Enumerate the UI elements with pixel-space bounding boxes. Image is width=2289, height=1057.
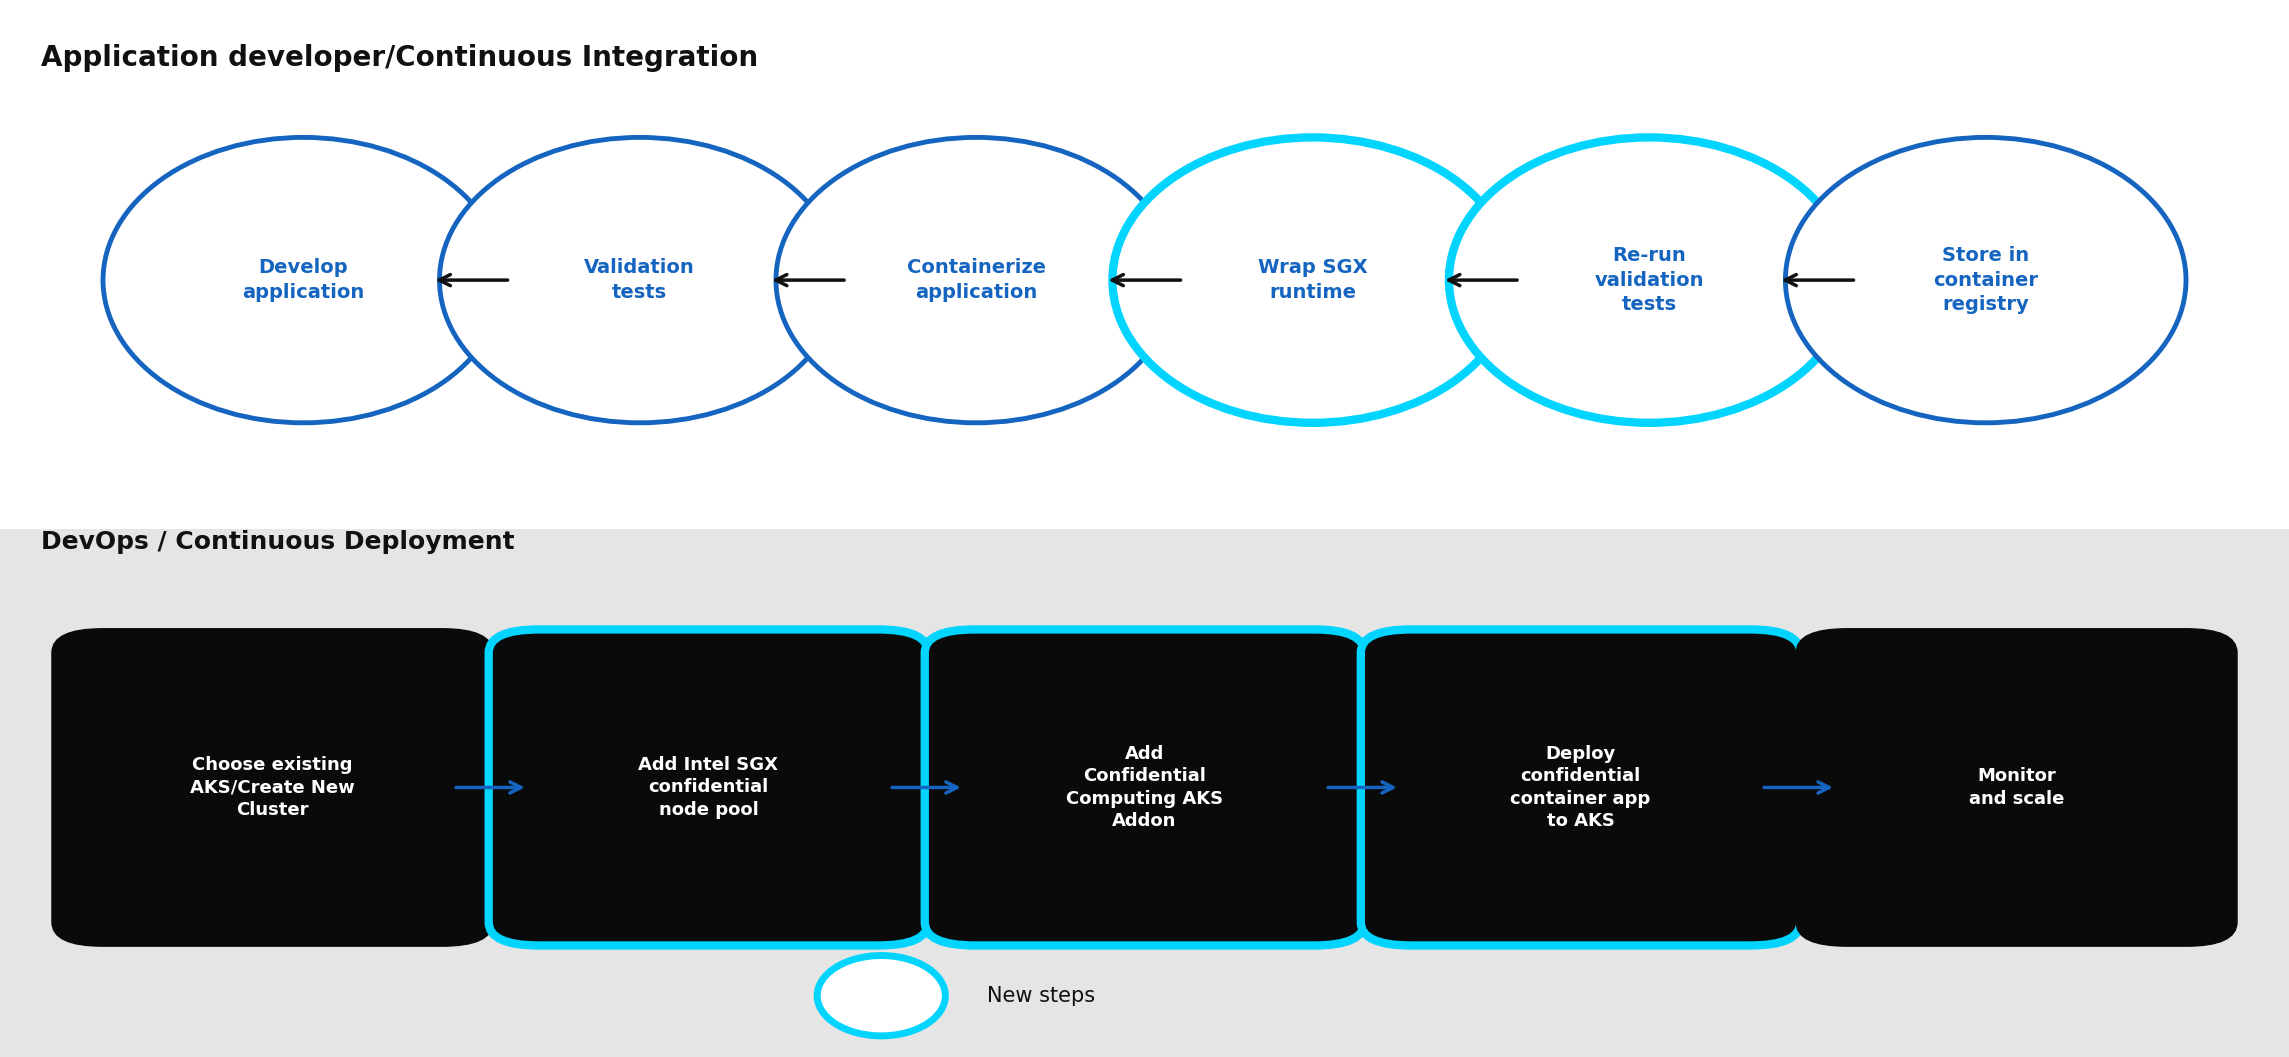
- Text: Add
Confidential
Computing AKS
Addon: Add Confidential Computing AKS Addon: [1067, 745, 1222, 830]
- Ellipse shape: [1112, 137, 1513, 423]
- Text: Wrap SGX
runtime: Wrap SGX runtime: [1259, 259, 1367, 301]
- Ellipse shape: [1785, 137, 2186, 423]
- Text: DevOps / Continuous Deployment: DevOps / Continuous Deployment: [41, 531, 515, 554]
- Text: Containerize
application: Containerize application: [906, 259, 1046, 301]
- FancyBboxPatch shape: [490, 630, 929, 945]
- Text: Develop
application: Develop application: [243, 259, 364, 301]
- Bar: [0, 528, 2289, 1057]
- Ellipse shape: [817, 956, 945, 1036]
- Text: Choose existing
AKS/Create New
Cluster: Choose existing AKS/Create New Cluster: [190, 756, 355, 819]
- Text: Monitor
and scale: Monitor and scale: [1969, 767, 2065, 808]
- Text: Deploy
confidential
container app
to AKS: Deploy confidential container app to AKS: [1511, 745, 1650, 830]
- Text: Re-run
validation
tests: Re-run validation tests: [1595, 246, 1703, 314]
- Text: New steps: New steps: [987, 986, 1094, 1005]
- Text: Store in
container
registry: Store in container registry: [1934, 246, 2037, 314]
- Ellipse shape: [1449, 137, 1850, 423]
- Text: Application developer/Continuous Integration: Application developer/Continuous Integra…: [41, 44, 758, 72]
- FancyBboxPatch shape: [1360, 630, 1799, 945]
- Text: Add Intel SGX
confidential
node pool: Add Intel SGX confidential node pool: [639, 756, 778, 819]
- Text: Validation
tests: Validation tests: [584, 259, 696, 301]
- FancyBboxPatch shape: [1797, 630, 2236, 945]
- FancyBboxPatch shape: [53, 630, 492, 945]
- Ellipse shape: [439, 137, 840, 423]
- Ellipse shape: [776, 137, 1177, 423]
- Ellipse shape: [103, 137, 504, 423]
- FancyBboxPatch shape: [925, 630, 1364, 945]
